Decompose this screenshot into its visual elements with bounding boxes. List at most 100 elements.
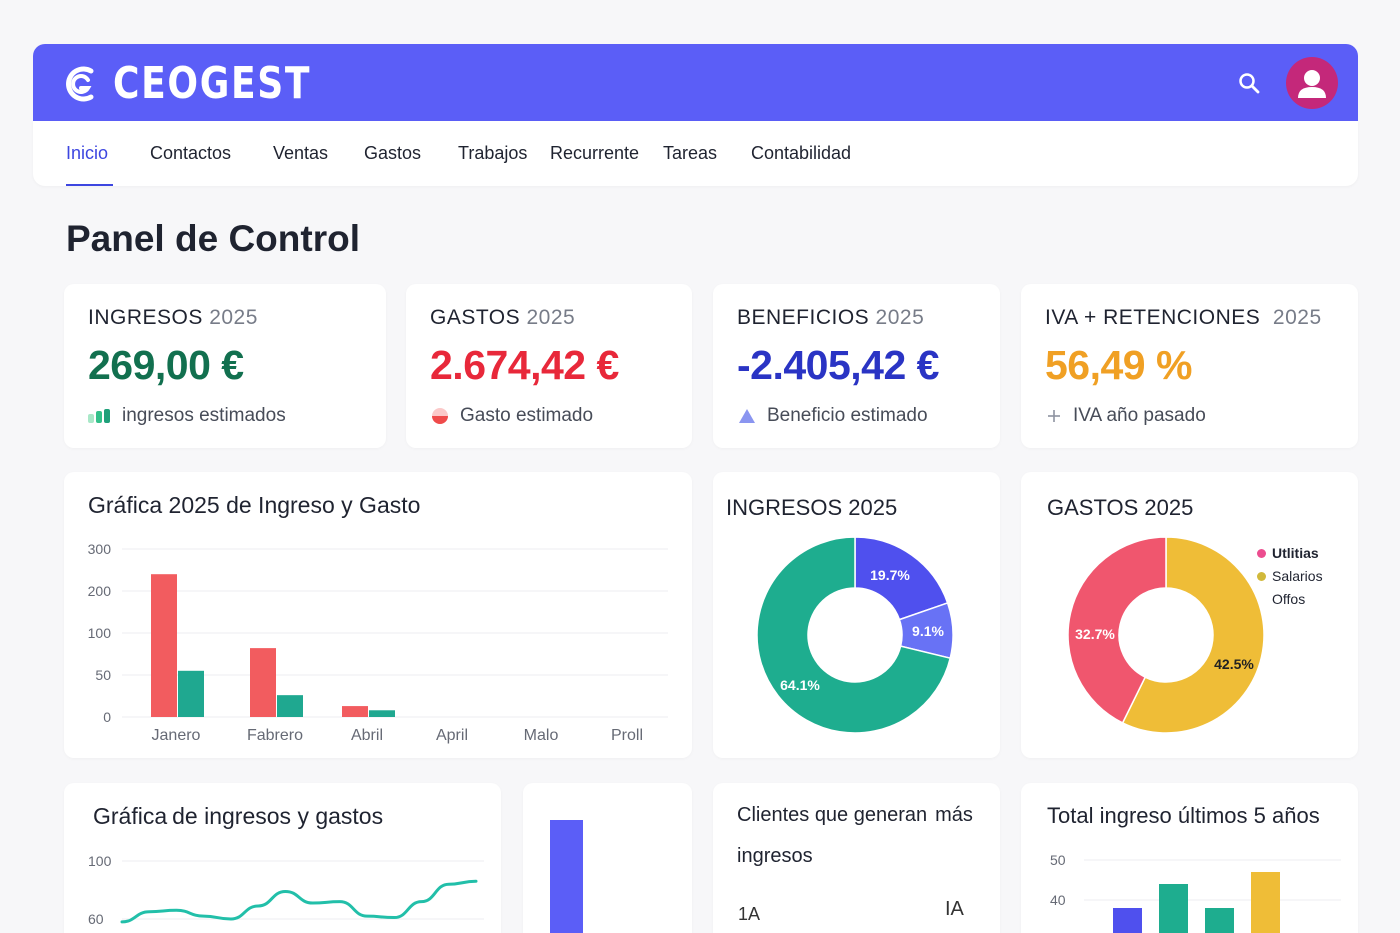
donut-chart: 19.7% 9.1% 64.1% <box>756 536 954 734</box>
bar <box>151 574 177 717</box>
bar <box>277 695 303 717</box>
kpi-card-gastos[interactable]: GASTOS 2025 2.674,42 € Gasto estimado <box>406 284 692 448</box>
kpi-value: 56,49 % <box>1045 342 1192 388</box>
bar <box>550 820 583 933</box>
slice-label: 19.7% <box>870 567 910 583</box>
y-tick-label: 50 <box>1050 852 1066 868</box>
chart-card-ingresos-gastos-line: Gráfica de ingresos y gastos 60 100 <box>64 783 501 933</box>
legend-item: Offos <box>1272 591 1306 607</box>
nav-item-contactos[interactable]: Contactos <box>150 143 232 163</box>
kpi-title: IVA + RETENCIONES 2025 <box>1045 306 1322 329</box>
bar <box>250 648 276 717</box>
x-tick-label: April <box>436 727 468 744</box>
kpi-value: -2.405,42 € <box>737 342 939 388</box>
y-tick-label: 100 <box>88 625 112 641</box>
chart-card-top-clients: Clientes que generan más ingresos 1A IA <box>713 783 1000 933</box>
brand-logo[interactable]: CEOGEST <box>61 60 355 108</box>
legend-item: Utlitias <box>1257 542 1323 565</box>
pie-slice <box>756 536 952 734</box>
x-tick-label: Proll <box>611 727 643 744</box>
kpi-title: GASTOS 2025 <box>430 306 576 329</box>
page-title: Panel de Control <box>66 218 360 259</box>
slice-label: 42.5% <box>1214 656 1254 672</box>
kpi-card-beneficios[interactable]: BENEFICIOS 2025 -2.405,42 € Beneficio es… <box>713 284 1000 448</box>
chart-title: Gráfica de ingresos y gastos <box>93 803 384 829</box>
nav-item-contabilidad[interactable]: Contabilidad <box>751 143 852 163</box>
bar <box>342 706 368 717</box>
kpi-value: 2.674,42 € <box>430 342 619 388</box>
pie-slice <box>1067 536 1167 724</box>
kpi-subtitle: IVA año pasado <box>1045 405 1206 427</box>
bar-chart: 40 50 <box>1050 852 1341 933</box>
kpi-card-iva[interactable]: IVA + RETENCIONES 2025 56,49 % IVA año p… <box>1021 284 1358 448</box>
legend-swatch <box>1257 549 1266 558</box>
chart-title: GASTOS 2025 <box>1047 495 1194 520</box>
chart-title: Clientes que generan más <box>737 804 973 826</box>
bar <box>178 670 204 717</box>
brand-name: CEOGEST <box>113 58 312 109</box>
y-tick-label: 60 <box>88 911 104 927</box>
chart-card-mini-bar <box>523 783 692 933</box>
slice-label: 64.1% <box>780 677 820 693</box>
main-nav: Inicio Contactos Ventas Gastos Trabajos … <box>33 121 1358 186</box>
y-tick-label: 40 <box>1050 892 1066 908</box>
y-tick-label: 0 <box>103 709 111 725</box>
chart-title-line2: ingresos <box>737 845 813 867</box>
y-tick-label: 50 <box>95 667 111 683</box>
half-circle-icon <box>432 408 448 424</box>
kpi-card-ingresos[interactable]: INGRESOS 2025 269,00 € ingresos estimado… <box>64 284 386 448</box>
mini-bar-chart <box>550 820 583 933</box>
triangle-icon <box>739 409 755 423</box>
plus-icon <box>1048 410 1060 422</box>
nav-item-gastos[interactable]: Gastos <box>364 143 422 163</box>
nav-item-inicio[interactable]: Inicio <box>66 143 109 163</box>
x-tick-label: Abril <box>351 727 383 744</box>
chart-card-ingresos-pie: INGRESOS 2025 19.7% 9.1% 64.1% <box>713 472 1000 758</box>
kpi-subtitle: Beneficio estimado <box>737 405 928 427</box>
legend-swatch <box>1257 572 1266 581</box>
kpi-subtitle: Gasto estimado <box>430 405 593 427</box>
line-chart: 60 100 <box>88 853 484 927</box>
x-tick-label: Malo <box>524 727 559 744</box>
nav-item-tareas[interactable]: Tareas <box>663 143 718 163</box>
nav-item-recurrente[interactable]: Recurrente <box>550 143 640 163</box>
x-tick-label: Fabrero <box>247 727 303 744</box>
bar <box>1251 872 1280 933</box>
kpi-value: 269,00 € <box>88 342 244 388</box>
kpi-title: BENEFICIOS 2025 <box>737 306 925 329</box>
bar <box>369 710 395 717</box>
kpi-subtitle: ingresos estimados <box>88 405 286 427</box>
chart-card-total-5-years: Total ingreso últimos 5 años 40 50 <box>1021 783 1358 933</box>
chart-card-gastos-pie: GASTOS 2025 42.5% 32.7% Utlitias Salarios… <box>1021 472 1358 758</box>
y-tick-label: 200 <box>88 583 112 599</box>
slice-label: 32.7% <box>1075 626 1115 642</box>
user-avatar[interactable] <box>1286 57 1338 109</box>
pie-slice <box>1121 536 1265 734</box>
client-label: IA <box>945 898 964 920</box>
client-label: 1A <box>738 904 761 924</box>
bar <box>1205 908 1234 933</box>
ceogest-logo-icon <box>66 66 94 102</box>
bar <box>1113 908 1142 933</box>
y-tick-label: 300 <box>88 541 112 557</box>
legend-item: Salarios <box>1257 565 1323 588</box>
x-tick-label: Janero <box>152 727 201 744</box>
donut-chart: 42.5% 32.7% <box>1067 536 1265 734</box>
chart-title: Gráfica 2025 de Ingreso y Gasto <box>88 492 421 518</box>
bar-chart: 0 50 100 200 300 Janero Fabrero Abril April Malo P… <box>88 541 668 744</box>
chart-title: INGRESOS 2025 <box>726 495 898 520</box>
search-icon[interactable] <box>1236 70 1262 96</box>
slice-label: 9.1% <box>912 623 944 639</box>
nav-item-ventas[interactable]: Ventas <box>273 143 329 163</box>
y-tick-label: 100 <box>88 853 112 869</box>
user-avatar-icon <box>1298 70 1326 98</box>
bar-icon <box>88 409 110 423</box>
bar <box>1159 884 1188 933</box>
chart-legend: Utlitias Salarios Offos <box>1257 542 1323 611</box>
chart-card-ingreso-gasto: Gráfica 2025 de Ingreso y Gasto 0 50 100 20… <box>64 472 692 758</box>
active-nav-indicator <box>66 184 113 186</box>
nav-item-trabajos[interactable]: Trabajos <box>458 143 528 163</box>
series-line <box>120 879 478 924</box>
chart-title: Total ingreso últimos 5 años <box>1047 803 1320 828</box>
kpi-title: INGRESOS 2025 <box>88 306 258 329</box>
